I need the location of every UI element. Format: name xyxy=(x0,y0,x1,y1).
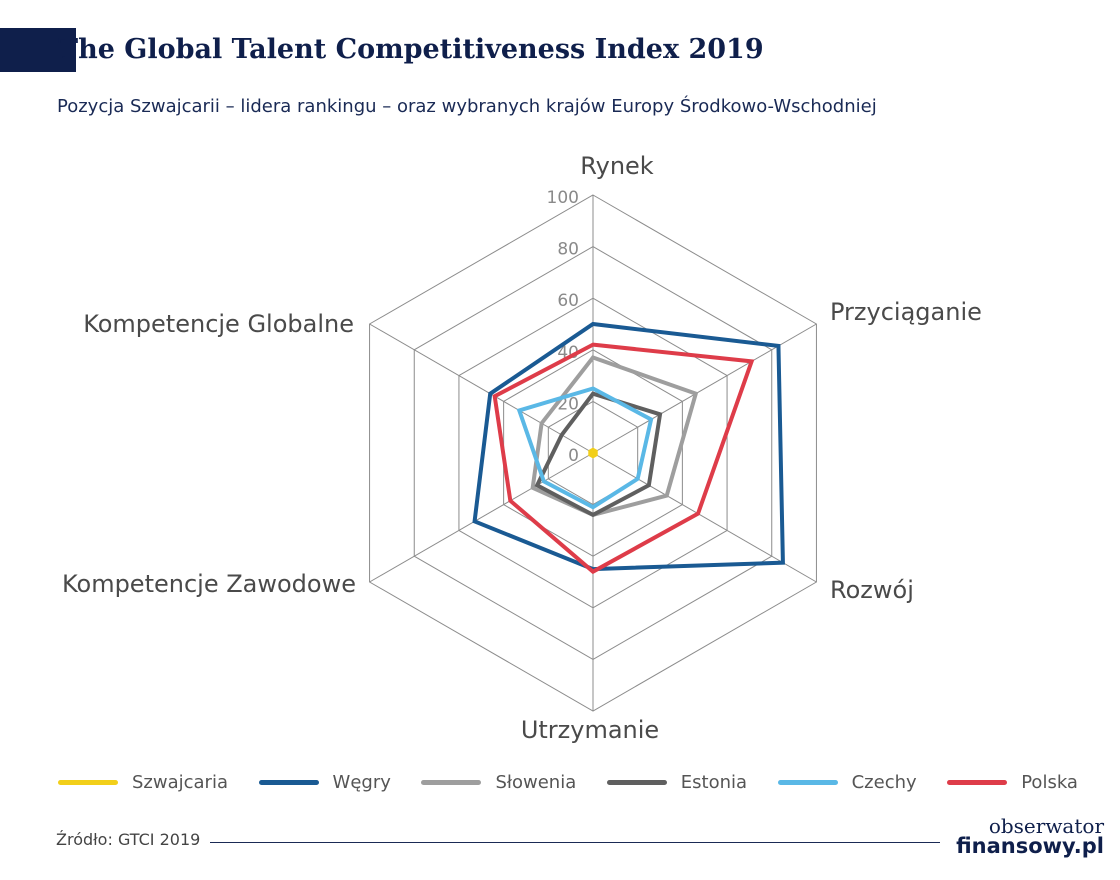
legend-label: Słowenia xyxy=(495,771,577,793)
legend-item[interactable]: Węgry xyxy=(258,771,391,793)
axis-label-2: Rozwój xyxy=(830,576,914,604)
data-series xyxy=(472,321,785,575)
legend-swatch xyxy=(777,779,838,785)
radar-grid xyxy=(369,194,817,712)
series-szwajcaria xyxy=(588,447,598,459)
tick-label: 40 xyxy=(557,343,579,363)
legend-item[interactable]: Słowenia xyxy=(421,772,576,793)
legend-item[interactable]: Polska xyxy=(947,772,1078,793)
tick-label: 60 xyxy=(557,291,579,311)
legend-swatch xyxy=(258,779,319,785)
series-czechy xyxy=(516,386,654,510)
axis-labels: Rynek Przyciąganie Rozwój Utrzymanie Kompete… xyxy=(62,152,982,744)
legend-item[interactable]: Czechy xyxy=(777,771,917,793)
series-estonia xyxy=(534,391,663,518)
tick-label: 80 xyxy=(557,240,579,260)
legend-label: Polska xyxy=(1021,771,1078,793)
legend-label: Węgry xyxy=(332,771,391,793)
legend-item[interactable]: Szwajcaria xyxy=(58,772,228,793)
title-accent-block xyxy=(0,28,76,72)
series-słowenia xyxy=(530,355,699,518)
grid-spoke-2 xyxy=(592,452,817,583)
logo-text-bottom: finansowy.pl xyxy=(956,834,1104,858)
legend-label: Czechy xyxy=(851,771,917,793)
legend-label: Estonia xyxy=(680,771,748,793)
grid-spoke-5 xyxy=(369,323,594,454)
brand-logo[interactable]: obserwator finansowy.pl xyxy=(944,814,1104,858)
grid-spoke-4 xyxy=(369,452,594,583)
legend: Szwajcaria Węgry Słowenia Estonia Czechy Pols… xyxy=(58,766,1078,798)
axis-label-3: Utrzymanie xyxy=(521,716,659,744)
legend-swatch xyxy=(606,779,667,785)
legend-swatch xyxy=(947,779,1008,785)
legend-swatch xyxy=(421,779,482,785)
axis-label-1: Przyciąganie xyxy=(830,298,982,326)
legend-swatch xyxy=(58,779,118,785)
axis-label-0: Rynek xyxy=(580,152,654,180)
chart-subtitle: Pozycja Szwajcarii – lidera rankingu – o… xyxy=(57,96,877,117)
logo-text-top: obserwator xyxy=(988,814,1104,838)
source-note: Źródło: GTCI 2019 xyxy=(56,830,201,849)
footer-divider xyxy=(210,842,940,843)
chart-title: The Global Talent Competitiveness Index … xyxy=(58,34,764,65)
axis-label-4: Kompetencje Zawodowe xyxy=(62,570,356,598)
legend-item[interactable]: Estonia xyxy=(606,771,748,793)
grid-spoke-1 xyxy=(592,323,817,454)
axis-label-5: Kompetencje Globalne xyxy=(83,310,354,338)
tick-label: 0 xyxy=(568,446,579,466)
tick-label: 100 xyxy=(547,188,579,208)
legend-label: Szwajcaria xyxy=(132,771,228,793)
series-polska xyxy=(492,342,755,575)
